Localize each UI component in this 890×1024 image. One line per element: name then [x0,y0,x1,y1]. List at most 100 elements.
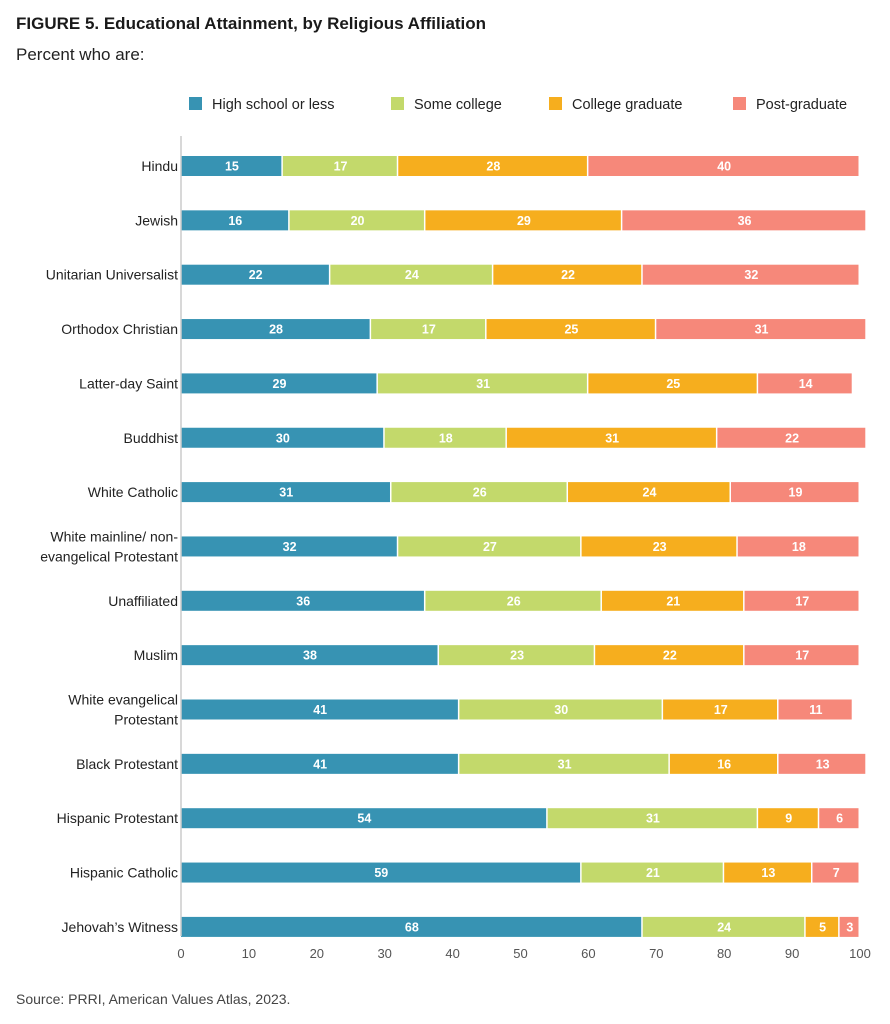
bar-segment [493,264,642,285]
bar-value-label: 31 [476,377,490,391]
bar-value-label: 17 [795,594,809,608]
bar-segment [181,645,438,666]
legend-swatch [189,97,202,110]
bar-segment [330,264,492,285]
category-label: Jehovah’s Witness [62,919,178,935]
bar-value-label: 17 [422,323,436,337]
bar-segment [181,536,397,557]
bar-segment [588,156,859,176]
bar-value-label: 16 [717,757,731,771]
category-label: Black Protestant [76,756,178,772]
bar-segment [506,427,716,448]
legend-label: Post-graduate [756,97,847,113]
category-label: Latter-day Saint [79,375,178,391]
bar-segment [181,210,289,231]
bar-segment [289,210,424,231]
bar-value-label: 25 [564,323,578,337]
bar-segment [181,264,329,285]
category-label: Hispanic Protestant [57,810,179,826]
bar-value-label: 36 [738,214,752,228]
bar-segment [181,427,384,448]
bar-value-label: 27 [483,540,497,554]
bar-value-label: 31 [646,812,660,826]
bar-segment [377,373,587,394]
bar-value-label: 23 [653,540,667,554]
x-tick-label: 10 [242,946,256,961]
bar-segment [181,590,424,611]
chart-subtitle: Percent who are: [16,45,145,64]
legend-label: College graduate [572,97,682,113]
bar-segment [391,482,567,503]
bar-segment [758,808,818,829]
bar-segment [181,862,581,883]
x-tick-label: 20 [310,946,324,961]
legend-swatch [391,97,404,110]
bar-value-label: 38 [303,649,317,663]
bar-segment [758,373,852,394]
bar-segment [181,373,377,394]
bar-value-label: 59 [374,866,388,880]
bar-value-label: 26 [507,594,521,608]
bar-value-label: 21 [646,866,660,880]
bar-segment [642,916,805,937]
bar-segment [547,808,757,829]
bar-value-label: 24 [717,920,731,934]
bar-segment [486,319,655,340]
bar-value-label: 36 [296,594,310,608]
x-tick-label: 90 [785,946,799,961]
bar-segment [724,862,811,883]
bar-value-label: 54 [357,812,371,826]
bar-value-label: 31 [558,757,572,771]
x-tick-label: 80 [717,946,731,961]
bar-segment [459,753,669,774]
bar-segment [568,482,730,503]
x-tick-label: 0 [177,946,184,961]
legend-label: Some college [414,97,502,113]
bar-segment [181,916,642,937]
bar-value-label: 21 [666,594,680,608]
bar-value-label: 5 [819,920,826,934]
bar-value-label: 17 [795,649,809,663]
bar-value-label: 32 [744,268,758,282]
stacked-bar-chart: High school or less Some college College g… [40,97,871,961]
bar-segment [744,645,859,666]
category-label: Hindu [141,158,178,174]
bar-segment [642,264,859,285]
bar-value-label: 9 [785,812,792,826]
bar-segment [656,319,866,340]
bar-segment [398,156,587,176]
bar-value-label: 41 [313,703,327,717]
bar-segment [622,210,866,231]
x-tick-label: 60 [581,946,595,961]
category-label: Muslim [134,647,178,663]
bar-value-label: 22 [785,431,799,445]
bar-value-label: 22 [663,649,677,663]
x-tick-label: 30 [377,946,391,961]
bar-value-label: 19 [789,486,803,500]
bar-value-label: 17 [714,703,728,717]
category-label: Jewish [135,212,178,228]
bar-segment [819,808,859,829]
bar-segment [384,427,506,448]
bar-segment [581,536,737,557]
category-label: Unitarian Universalist [46,267,178,283]
source-note: Source: PRRI, American Values Atlas, 202… [16,991,291,1007]
bar-value-label: 31 [279,486,293,500]
bar-segment [669,753,778,774]
category-label: Hispanic Catholic [70,865,178,881]
bar-segment [663,699,778,720]
legend-label: High school or less [212,97,335,113]
bar-segment [812,862,859,883]
bar-segment [595,645,744,666]
bar-value-label: 6 [836,812,843,826]
bar-segment [839,916,859,937]
category-label: White evangelical Protestant [68,692,178,728]
category-label: White mainline/ non-evangelical Protesta… [40,528,178,564]
bar-value-label: 11 [809,703,822,717]
bar-value-label: 28 [269,323,283,337]
bar-value-label: 13 [761,866,775,880]
bar-value-label: 26 [473,486,487,500]
bar-value-label: 25 [666,377,680,391]
bar-value-label: 29 [517,214,531,228]
